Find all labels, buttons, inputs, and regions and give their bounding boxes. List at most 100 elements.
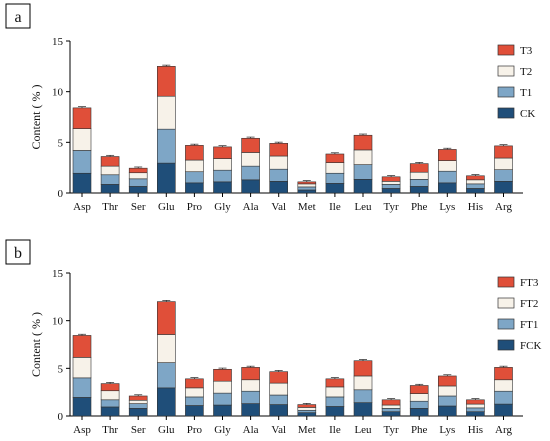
bar-FT3-Gly (213, 368, 232, 382)
bar-FT1-Lys (437, 395, 457, 407)
legend-label-FCK: FCK (520, 340, 541, 352)
x-tick-label: Pro (187, 424, 203, 436)
bar-FT1-Ile (325, 396, 345, 407)
y-tick-label: 5 (58, 137, 64, 149)
bar-FT2-His (466, 403, 485, 409)
panel-label-box (5, 239, 31, 265)
bar-T2-Lys (437, 160, 457, 172)
legend-swatch-FCK (497, 339, 515, 351)
bar-CK-Ile (325, 183, 345, 194)
bar-FT2-Leu (353, 375, 373, 391)
x-tick-label: Tyr (384, 201, 399, 213)
bar-FCK-Val (269, 404, 289, 417)
x-tick-label: Gly (214, 201, 231, 213)
bar-FT1-Arg (494, 390, 513, 405)
legend-label-T3: T3 (520, 45, 533, 57)
chart-panel-b: b 0 5 10 15 Content ( % ) Asp Thr Ser Glu Pro Gly Al… (5, 239, 541, 436)
bar-FT2-Lys (437, 385, 457, 397)
bar-FCK-Thr (100, 406, 120, 417)
bar-T3-Phe (409, 163, 429, 173)
legend-label-T1: T1 (520, 87, 532, 99)
bar-FT2-Pro (185, 387, 204, 398)
bar-CK-Ser (128, 186, 148, 194)
x-tick-label: Asp (73, 424, 91, 436)
bar-T1-Met (297, 186, 317, 191)
bar-T3-Met (297, 181, 317, 185)
x-tick-label: Leu (354, 424, 372, 436)
bar-FT3-Met (297, 404, 317, 408)
bar-FT3-Asp (72, 335, 92, 358)
bar-FCK-Leu (353, 402, 373, 417)
x-tick-label: Asp (73, 201, 91, 213)
x-tick-label: Ser (131, 424, 146, 436)
bar-T1-Gly (213, 169, 232, 183)
x-tick-label: Glu (158, 201, 175, 213)
bar-FT1-His (466, 407, 485, 413)
bar-T1-Arg (494, 169, 513, 182)
x-tick-label: Phe (411, 201, 428, 213)
bar-FT3-Thr (100, 383, 120, 392)
bar-T1-Leu (353, 164, 373, 180)
legend-label-FT1: FT1 (520, 319, 538, 331)
bar-T2-Ala (241, 152, 260, 167)
bar-T1-Tyr (381, 184, 401, 189)
bar-FT3-Leu (353, 360, 373, 377)
bar-T2-Pro (185, 159, 204, 173)
bar-FCK-Pro (185, 405, 204, 417)
bar-T1-Val (269, 168, 289, 182)
bar-FT3-Lys (437, 375, 457, 387)
bar-T1-Asp (72, 150, 92, 174)
bar-FT1-Tyr (381, 408, 401, 413)
bar-FCK-Asp (72, 397, 92, 417)
bar-T1-Ile (325, 172, 345, 184)
bar-CK-Met (297, 189, 317, 194)
bar-FT3-Pro (185, 378, 204, 389)
bar-CK-Lys (437, 182, 457, 194)
x-tick-label: His (468, 201, 483, 213)
y-tick-label: 5 (58, 363, 64, 375)
legend-label-CK: CK (520, 108, 535, 120)
bar-T3-Ser (128, 167, 148, 174)
bar-FT3-Glu (157, 301, 176, 335)
y-axis-label: Content ( % ) (29, 85, 43, 150)
bar-T2-Met (297, 183, 317, 188)
bar-T2-Ile (325, 162, 345, 174)
x-tick-label: Arg (495, 424, 512, 436)
panel-label-box (5, 3, 31, 29)
bar-T3-Leu (353, 134, 373, 151)
bar-T1-Thr (100, 174, 120, 185)
bar-FT3-Ile (325, 378, 345, 388)
x-tick-label: Pro (187, 201, 203, 213)
bar-FT3-Arg (494, 367, 513, 381)
chart-panel-a: a 0 5 10 15 Content ( % ) Asp Thr Ser Glu Pro Gly Al… (5, 3, 535, 213)
bar-CK-Thr (100, 184, 120, 194)
panel-label: a (14, 9, 21, 26)
bar-T3-Ala (241, 137, 260, 153)
bar-FT3-Phe (409, 385, 429, 394)
bar-T3-Gly (213, 146, 232, 159)
bar-FCK-Met (297, 412, 317, 417)
bar-FT1-Pro (185, 396, 204, 406)
legend-swatch-CK (497, 107, 515, 119)
x-tick-label: Ile (329, 424, 341, 436)
x-tick-label: Gly (214, 424, 231, 436)
x-tick-label: Thr (102, 201, 118, 213)
bar-T3-Glu (157, 66, 176, 97)
x-tick-label: Met (298, 424, 316, 436)
bar-FT1-Ser (128, 403, 148, 409)
legend-swatch-T1 (497, 86, 515, 98)
legend-swatch-FT2 (497, 297, 515, 309)
bar-T2-Asp (72, 128, 92, 151)
legend: T3 T2 T1 CK (497, 44, 535, 120)
x-tick-label: Leu (354, 201, 372, 213)
x-tick-label: Lys (439, 201, 455, 213)
bar-T1-Phe (409, 179, 429, 187)
bar-FT2-Thr (100, 390, 120, 401)
panel-label: b (14, 245, 22, 262)
bar-T1-Lys (437, 170, 457, 184)
y-tick-label: 15 (52, 268, 64, 280)
bar-FCK-Lys (437, 405, 457, 417)
bar-FCK-Ile (325, 406, 345, 417)
bar-CK-Leu (353, 179, 373, 194)
bar-T2-Val (269, 155, 289, 170)
